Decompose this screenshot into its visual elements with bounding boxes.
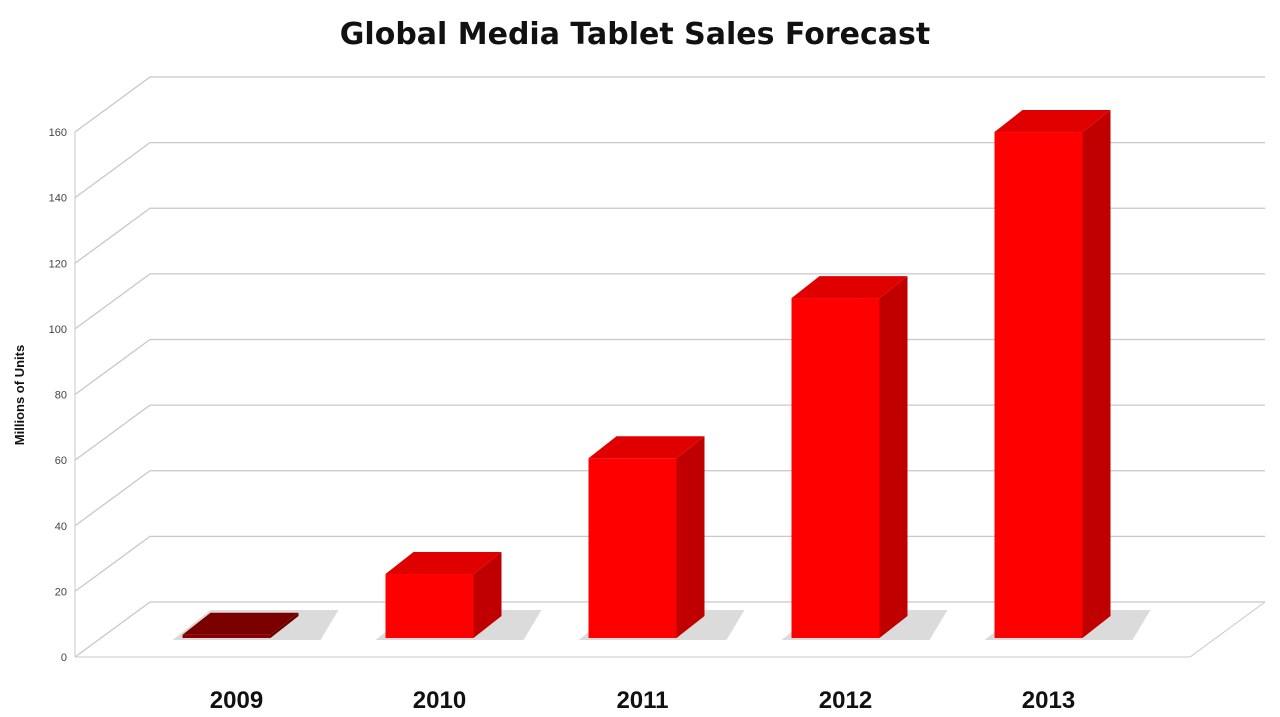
bar-top <box>994 110 1111 133</box>
floor-edge <box>75 601 1266 658</box>
gridline <box>74 141 1265 199</box>
bar-side <box>473 552 502 638</box>
y-tick-label: 100 <box>49 324 67 336</box>
bar-side <box>1082 110 1111 638</box>
bar-2011 <box>578 436 745 640</box>
bar-front <box>182 634 271 638</box>
y-tick-label: 60 <box>55 455 67 467</box>
x-tick-label: 2013 <box>1022 687 1075 714</box>
y-tick-label: 40 <box>55 521 67 533</box>
bar-front <box>994 132 1083 638</box>
bar-top <box>791 276 908 299</box>
bar-side <box>270 612 299 638</box>
bar-2009 <box>172 610 339 640</box>
x-tick-label: 2011 <box>616 687 668 714</box>
bar-2010 <box>375 552 542 640</box>
y-tick-label: 140 <box>49 193 67 205</box>
bar-front <box>588 458 677 638</box>
y-tick-label: 0 <box>61 652 67 664</box>
gridline <box>74 207 1265 264</box>
x-tick-label: 2012 <box>819 687 872 714</box>
y-tick-label: 20 <box>55 586 67 598</box>
bar-front <box>385 574 474 638</box>
y-tick-label: 120 <box>49 258 67 270</box>
bar-side <box>676 436 705 638</box>
gridline <box>74 76 1265 133</box>
bar-2012 <box>781 276 948 640</box>
bar-2013 <box>984 110 1151 640</box>
bar-front <box>791 298 880 638</box>
bar-top <box>385 552 502 575</box>
bar-side <box>879 276 908 638</box>
y-tick-label: 160 <box>49 127 67 139</box>
bar-top <box>588 436 705 459</box>
x-tick-label: 2009 <box>210 687 263 714</box>
x-tick-label: 2010 <box>413 687 466 714</box>
gridline <box>74 273 1265 330</box>
y-axis-label: Millions of Units <box>12 345 27 445</box>
chart-title: Global Media Tablet Sales Forecast <box>340 17 930 52</box>
y-tick-label: 80 <box>55 390 67 402</box>
bar-top <box>182 612 299 635</box>
